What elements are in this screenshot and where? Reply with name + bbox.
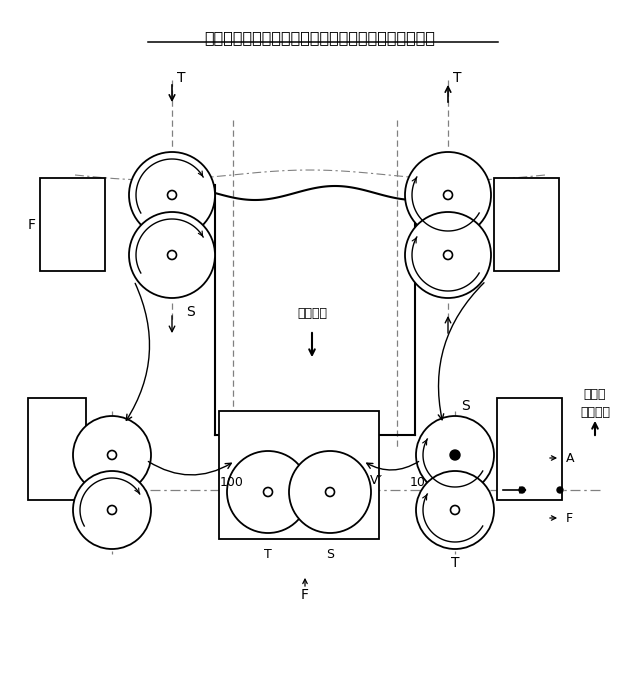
Circle shape — [264, 488, 273, 496]
Bar — [494, 178, 559, 271]
Circle shape — [405, 152, 491, 238]
Circle shape — [129, 212, 215, 298]
Circle shape — [416, 471, 494, 549]
Text: T: T — [451, 556, 460, 570]
Text: 洗車機: 洗車機 — [584, 388, 606, 402]
Text: F: F — [566, 511, 573, 524]
Bar — [40, 178, 105, 271]
Text: S: S — [326, 548, 334, 562]
Circle shape — [108, 451, 116, 460]
Circle shape — [519, 487, 525, 493]
Text: 100: 100 — [220, 475, 244, 488]
Circle shape — [73, 471, 151, 549]
Text: 100: 100 — [410, 475, 434, 488]
Circle shape — [168, 191, 177, 200]
Circle shape — [108, 505, 116, 515]
Circle shape — [451, 505, 460, 515]
Text: 走行方向: 走行方向 — [580, 405, 610, 419]
Circle shape — [557, 487, 563, 493]
Circle shape — [444, 251, 452, 259]
Text: A: A — [566, 452, 575, 464]
Text: T: T — [453, 71, 461, 85]
Text: S: S — [186, 305, 195, 319]
Circle shape — [450, 450, 460, 460]
Text: T: T — [264, 548, 272, 562]
Text: F: F — [301, 588, 309, 602]
Circle shape — [129, 152, 215, 238]
Text: 車両前方: 車両前方 — [297, 307, 327, 320]
Bar — [28, 398, 86, 500]
Circle shape — [73, 416, 151, 494]
Circle shape — [289, 451, 371, 533]
Circle shape — [326, 488, 335, 496]
Text: S: S — [461, 399, 470, 413]
Circle shape — [444, 191, 452, 200]
Text: マイクロバス（ミラー収納不可タイプ）の通常洗車時: マイクロバス（ミラー収納不可タイプ）の通常洗車時 — [205, 30, 435, 45]
Circle shape — [416, 416, 494, 494]
Text: V″: V″ — [369, 473, 383, 486]
Text: T: T — [177, 71, 186, 85]
Circle shape — [227, 451, 309, 533]
Circle shape — [405, 212, 491, 298]
Text: F: F — [28, 218, 36, 232]
Bar — [497, 398, 562, 500]
Circle shape — [168, 251, 177, 259]
Bar — [219, 411, 379, 539]
